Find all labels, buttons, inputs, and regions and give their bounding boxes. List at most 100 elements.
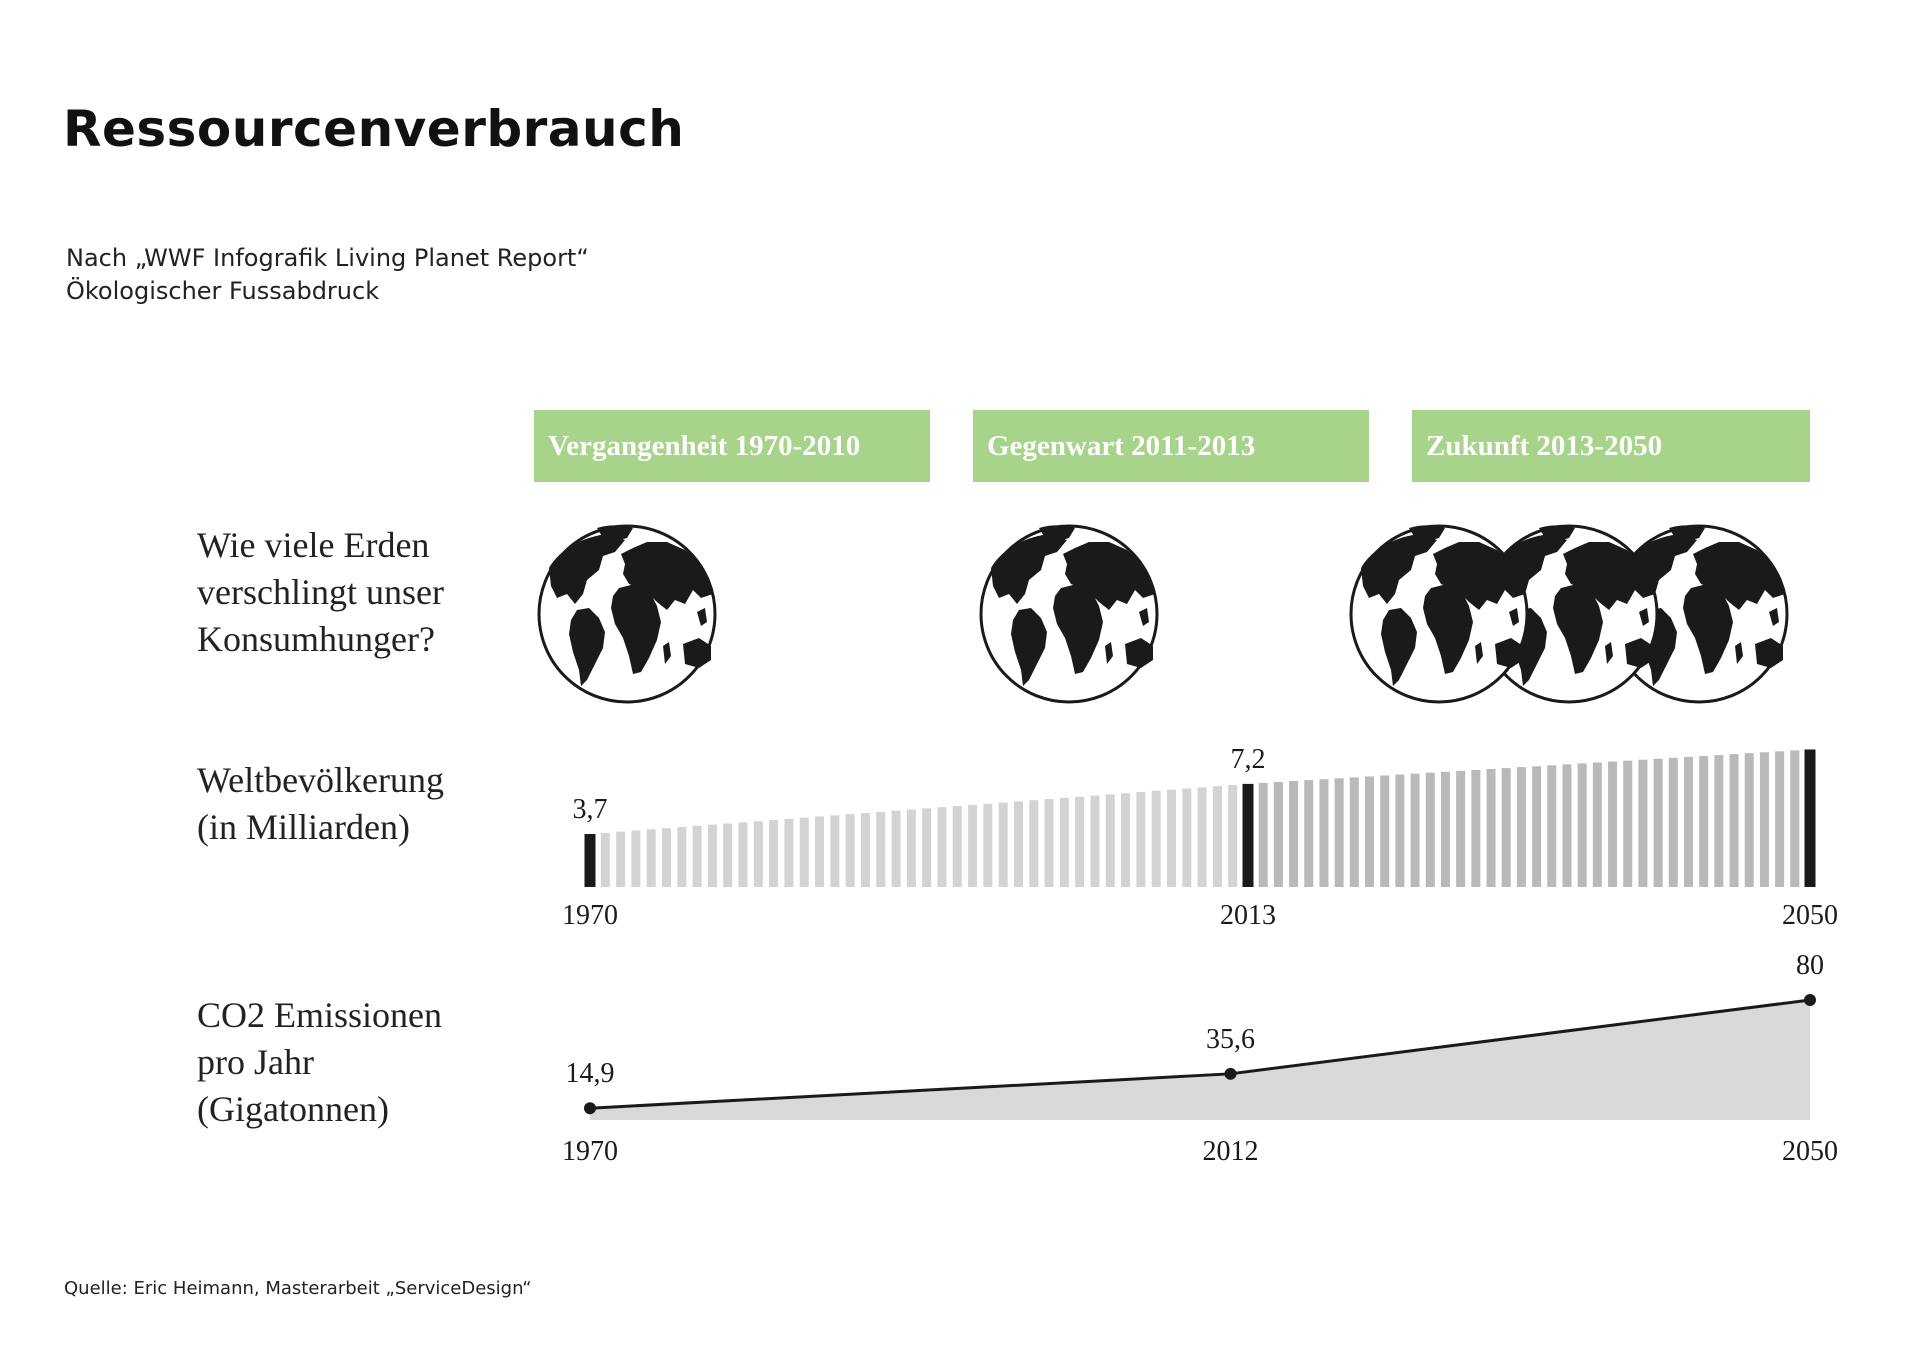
population-bar (1197, 787, 1207, 887)
co2-point (1224, 1067, 1237, 1080)
earths-label-line: verschlingt unser (197, 572, 444, 612)
population-value-label: 7,2 (1231, 744, 1266, 775)
population-bar (1623, 760, 1633, 887)
population-bar (1075, 796, 1085, 887)
population-bar (1380, 775, 1390, 887)
population-tick-label: 2013 (1220, 900, 1276, 931)
co2-area (590, 1000, 1810, 1120)
period-past: Vergangenheit 1970-2010 (534, 410, 930, 482)
population-bar (692, 825, 702, 887)
population-bar (922, 808, 932, 887)
population-bar (1744, 753, 1754, 887)
co2-point (1804, 994, 1816, 1006)
population-bar-highlight (1242, 783, 1254, 887)
population-bar (1608, 761, 1618, 887)
population-bar (1759, 752, 1769, 887)
co2-row-label: CO2 Emissionen pro Jahr (Gigatonnen) (197, 992, 442, 1133)
population-bar (646, 829, 656, 887)
population-bar (1090, 795, 1100, 887)
population-bar (1334, 778, 1344, 887)
population-bar (1105, 794, 1115, 887)
population-bar-highlight (584, 834, 596, 887)
population-row-label: Weltbevölkerung (in Milliarden) (197, 757, 444, 851)
population-bar (1699, 755, 1709, 887)
population-bar (707, 824, 717, 887)
page-title: Ressourcenverbrauch (63, 100, 685, 158)
population-bar (1289, 781, 1299, 887)
population-bar (1228, 785, 1238, 887)
population-bar (860, 813, 870, 887)
co2-value-label: 35,6 (1206, 1024, 1255, 1055)
population-bar (1516, 767, 1526, 887)
population-bar (998, 802, 1008, 887)
population-bar (738, 822, 748, 887)
co2-chart: 14,9 35,6 80 1970 2012 2050 (562, 950, 1838, 1167)
co2-value-label: 14,9 (566, 1058, 615, 1089)
population-bar (1592, 762, 1602, 887)
population-bar (1151, 790, 1161, 887)
globes-layer (537, 523, 1789, 704)
globe-icon (1349, 523, 1529, 704)
population-bar (1547, 765, 1557, 887)
population-bar (1212, 786, 1222, 887)
population-bar (1440, 771, 1450, 887)
co2-label-line: pro Jahr (197, 1042, 314, 1082)
population-bar (1456, 770, 1466, 887)
population-bar (1059, 797, 1069, 887)
population-bar-highlight (1804, 749, 1816, 887)
population-bar (983, 803, 993, 887)
population-bar (1029, 800, 1039, 887)
globe-icon (537, 523, 717, 704)
population-bar (1319, 779, 1329, 887)
population-bar (1471, 769, 1481, 887)
population-bar (891, 810, 901, 887)
population-bar (1365, 776, 1375, 887)
co2-tick-label: 2012 (1203, 1136, 1259, 1167)
population-bar (1638, 759, 1648, 887)
population-bar (1121, 793, 1131, 887)
co2-label-line: (Gigatonnen) (197, 1089, 389, 1129)
population-bar (769, 820, 779, 887)
population-bars (584, 749, 1816, 887)
population-bar (876, 811, 886, 887)
population-bar (1136, 792, 1146, 887)
population-bar (1013, 801, 1023, 887)
subtitle-topic: Ökologischer Fussabdruck (66, 277, 380, 305)
population-bar (1790, 750, 1800, 887)
population-bar (1273, 782, 1283, 887)
population-bar (753, 821, 763, 887)
population-bar (1395, 774, 1405, 887)
population-bar (1486, 768, 1496, 887)
population-value-label: 3,7 (573, 794, 608, 825)
population-bar (1653, 758, 1663, 887)
population-bar (1577, 763, 1587, 887)
population-bar (1668, 757, 1678, 887)
population-bar (1562, 764, 1572, 887)
population-label-line: Weltbevölkerung (197, 760, 445, 800)
source-note: Quelle: Eric Heimann, Masterarbeit „Serv… (64, 1278, 532, 1299)
population-bar (937, 807, 947, 887)
population-labels: 3,7 7,2 1970 2013 2050 (562, 744, 1838, 931)
population-bar (1729, 754, 1739, 887)
population-bar (1410, 773, 1420, 887)
population-bar (1425, 772, 1435, 887)
population-tick-label: 1970 (562, 900, 618, 931)
population-bar (815, 816, 825, 887)
population-bar (1304, 780, 1314, 887)
earths-row-label: Wie viele Erden verschlingt unser Konsum… (197, 522, 444, 663)
population-bar (799, 817, 809, 887)
population-bar (600, 832, 610, 887)
co2-tick-label: 2050 (1782, 1136, 1838, 1167)
population-bar (1714, 755, 1724, 887)
population-bar (677, 827, 687, 887)
population-bar (662, 828, 672, 887)
population-bar (1683, 756, 1693, 887)
population-tick-label: 2050 (1782, 900, 1838, 931)
population-bar (784, 818, 794, 887)
co2-point (584, 1102, 596, 1115)
population-bar (968, 804, 978, 887)
population-bar (1532, 766, 1542, 887)
co2-tick-label: 1970 (562, 1136, 618, 1167)
population-bar (1182, 788, 1192, 887)
